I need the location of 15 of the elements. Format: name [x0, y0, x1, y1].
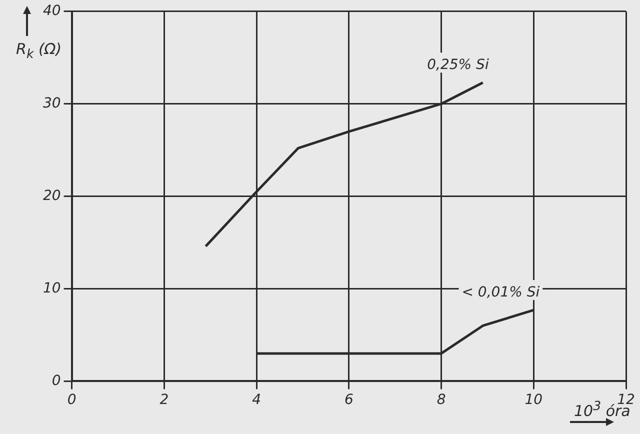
- series-label: < 0,01% Si: [462, 284, 540, 301]
- x-tick-label: 4: [252, 392, 262, 408]
- x-tick-label: 6: [344, 392, 354, 408]
- y-tick-label: 0: [52, 372, 61, 389]
- series-label: 0,25% Si: [427, 57, 489, 74]
- x-tick-label: 0: [67, 392, 76, 408]
- x-tick-label: 10: [524, 392, 543, 408]
- y-tick-label: 20: [42, 188, 61, 204]
- y-axis-title: R$_{k}$ (Ω): [16, 40, 62, 61]
- y-tick-label: 30: [42, 95, 61, 112]
- y-tick-label: 40: [42, 3, 61, 20]
- y-tick-label: 10: [42, 280, 61, 296]
- x-tick-label: 8: [436, 392, 446, 408]
- x-tick-label: 2: [160, 392, 169, 408]
- x-tick-label: 12: [617, 392, 635, 408]
